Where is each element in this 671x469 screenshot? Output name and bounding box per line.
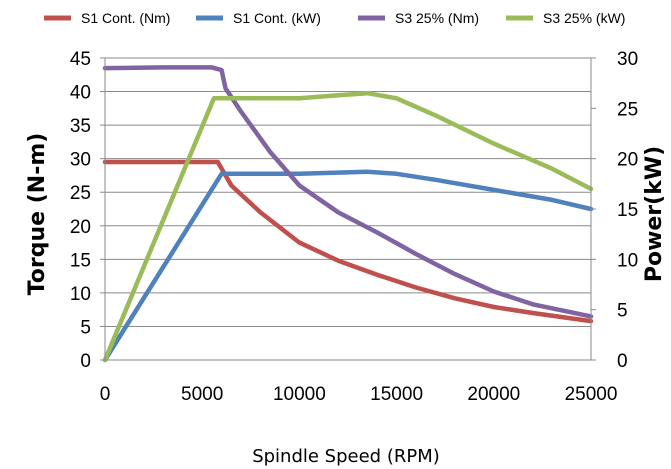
y2-tick-label-0: 0	[617, 351, 628, 372]
y-tick-label-9: 45	[70, 49, 91, 70]
y-tick-label-4: 20	[70, 217, 91, 238]
y-tick-label-2: 10	[70, 284, 91, 305]
legend-label-0: S1 Cont. (Nm)	[81, 10, 170, 26]
y2-tick-label-1: 5	[617, 301, 628, 322]
legend-item-1: S1 Cont. (kW)	[196, 10, 321, 26]
x-tick-label-5: 25000	[565, 384, 618, 405]
x-tick-label-3: 15000	[370, 384, 423, 405]
tick-labels: 0 5 10 15 20 25 30 35 40 45 0 5 10 15 20 25 30 0 5000 10000…	[70, 49, 638, 405]
legend-label-2: S3 25% (Nm)	[395, 10, 479, 26]
series-line-1	[102, 169, 594, 363]
y2-tick-label-2: 10	[617, 250, 638, 271]
series-line-3	[102, 90, 594, 363]
x-tick-label-1: 5000	[181, 384, 223, 405]
y2-tick-label-5: 25	[617, 99, 638, 120]
legend-label-3: S3 25% (kW)	[543, 10, 625, 26]
grid	[105, 57, 591, 327]
x-tick-label-0: 0	[100, 384, 111, 405]
legend-item-0: S1 Cont. (Nm)	[44, 10, 170, 26]
y-tick-label-7: 35	[70, 116, 91, 137]
y2-tick-label-6: 30	[617, 49, 638, 70]
x-axis-title: Spindle Speed (RPM)	[252, 446, 440, 467]
y-axis-title: Torque (N-m)	[25, 133, 50, 296]
y-tick-label-6: 30	[70, 150, 91, 171]
axes	[100, 57, 596, 361]
y-tick-label-1: 5	[80, 317, 91, 338]
x-tick-label-2: 10000	[273, 384, 326, 405]
legend-label-1: S1 Cont. (kW)	[233, 10, 321, 26]
series-line-2	[102, 65, 594, 319]
y2-tick-label-4: 20	[617, 150, 638, 171]
series-layer	[102, 65, 594, 363]
x-tick-label-4: 20000	[467, 384, 520, 405]
y2-axis-title: Power(kW)	[642, 146, 667, 282]
legend: S1 Cont. (Nm) S1 Cont. (kW) S3 25% (Nm) S3 …	[44, 10, 625, 26]
legend-item-2: S3 25% (Nm)	[358, 10, 479, 26]
y-tick-label-3: 15	[70, 250, 91, 271]
y-tick-label-8: 40	[70, 83, 91, 104]
y2-tick-label-3: 15	[617, 200, 638, 221]
legend-item-3: S3 25% (kW)	[506, 10, 625, 26]
y-tick-label-5: 25	[70, 183, 91, 204]
y-tick-label-0: 0	[80, 351, 91, 372]
series-line-0	[102, 159, 594, 324]
